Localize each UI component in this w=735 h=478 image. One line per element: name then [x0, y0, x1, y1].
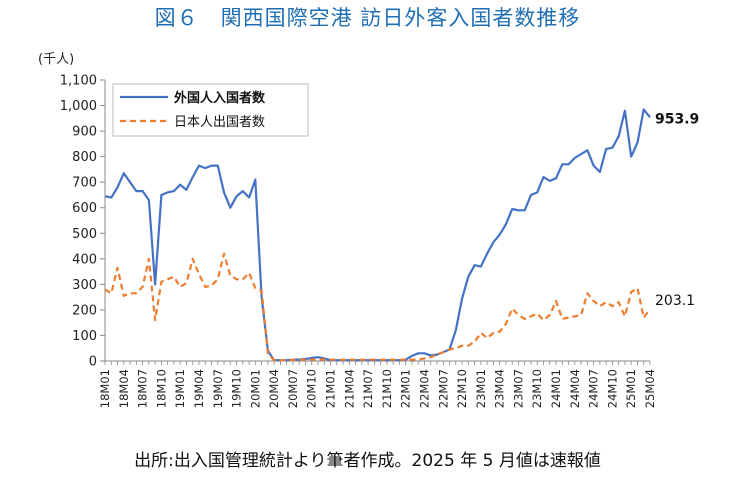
y-tick-label: 100	[72, 329, 97, 344]
y-tick-label: 1,100	[60, 74, 97, 89]
y-tick-label: 800	[72, 150, 97, 165]
x-tick-label: 20M04	[267, 369, 281, 408]
x-tick-label: 23M01	[474, 369, 488, 408]
legend-label-foreign-entrants: 外国人入国者数	[173, 90, 266, 106]
x-tick-label: 23M07	[511, 369, 525, 408]
x-tick-label: 24M10	[605, 369, 619, 408]
x-tick-label: 21M10	[380, 369, 394, 408]
x-tick-label: 20M07	[286, 369, 300, 408]
y-tick-label: 900	[72, 125, 97, 140]
y-tick-label: 600	[72, 201, 97, 216]
line-chart: 0 100 200 300 400 500 600 700 800 900 1,000 1,100 18…	[60, 74, 700, 409]
x-tick-label: 25M04	[643, 369, 657, 408]
x-tick-label: 25M01	[624, 369, 638, 408]
x-tick-label: 19M07	[211, 369, 225, 408]
x-tick-label: 22M04	[417, 369, 431, 408]
x-tick-label: 19M04	[192, 369, 206, 408]
x-tick-label: 20M10	[305, 369, 319, 408]
y-tick-label: 1,000	[60, 99, 97, 114]
x-tick-label: 23M04	[493, 369, 507, 408]
y-axis-unit: (千人)	[38, 52, 75, 67]
series-line-foreign-entrants	[104, 108, 651, 362]
x-tick-label: 22M01	[399, 369, 413, 408]
x-tick-label: 21M01	[324, 369, 338, 408]
x-tick-label: 24M04	[568, 369, 582, 408]
end-label-foreign-entrants: 953.9	[655, 111, 699, 127]
x-tick-label: 18M07	[136, 369, 150, 408]
y-tick-label: 0	[89, 355, 97, 370]
chart-title: 図６ 関西国際空港 訪日外客入国者数推移	[154, 6, 581, 30]
x-tick-label: 20M01	[248, 369, 262, 408]
x-tick-label: 19M10	[230, 369, 244, 408]
legend-box	[112, 83, 309, 137]
x-tick-label: 22M07	[436, 369, 450, 408]
x-tick-label: 24M01	[549, 369, 563, 408]
x-tick-label: 18M04	[117, 369, 131, 408]
y-tick-label: 300	[72, 278, 97, 293]
end-label-japanese-departures: 203.1	[655, 293, 695, 309]
y-tick-label: 700	[72, 176, 97, 191]
y-tick-label: 400	[72, 252, 97, 267]
y-tick-label: 500	[72, 227, 97, 242]
x-tick-label: 22M10	[455, 369, 469, 408]
x-tick-label: 19M01	[173, 369, 187, 408]
x-tick-label: 21M07	[361, 369, 375, 408]
x-tick-label: 18M01	[98, 369, 112, 408]
y-tick-label: 200	[72, 303, 97, 318]
legend-label-japanese-departures: 日本人出国者数	[174, 115, 265, 130]
x-tick-label: 18M10	[154, 369, 168, 408]
x-tick-label: 24M07	[587, 369, 601, 408]
source-note: 出所:出入国管理統計より筆者作成。2025 年 5 月値は速報値	[134, 451, 601, 471]
x-tick-label: 21M04	[342, 369, 356, 408]
series-line-japanese-departures	[104, 252, 651, 362]
x-tick-label: 23M10	[530, 369, 544, 408]
